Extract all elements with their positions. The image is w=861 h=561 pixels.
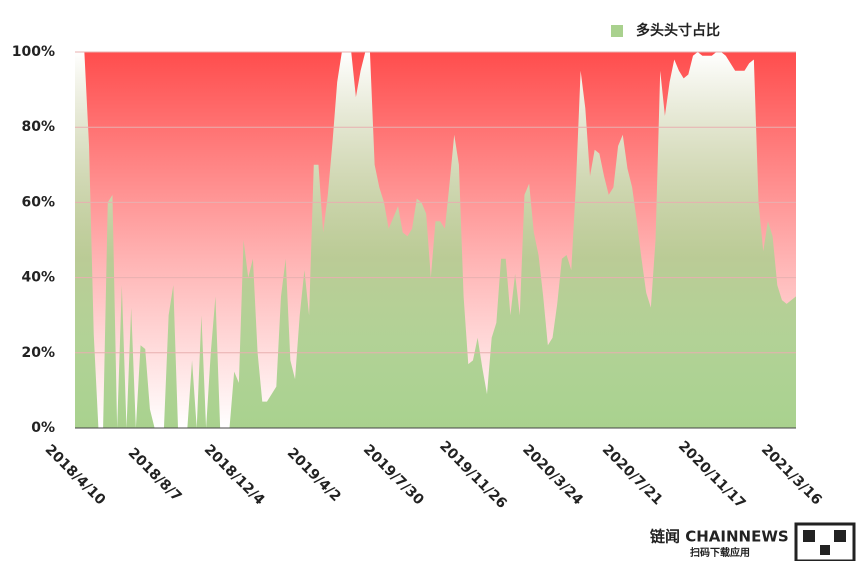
brand-name: 链闻 CHAINNEWS: [650, 528, 789, 546]
qr-block: [803, 530, 815, 542]
x-tick-label: 2020/11/17: [675, 438, 749, 512]
y-tick-label: 20%: [21, 345, 55, 361]
qr-code: [794, 522, 856, 561]
x-tick-label: 2019/7/30: [360, 442, 427, 509]
y-tick-label: 60%: [21, 194, 55, 210]
plot-area: [75, 51, 796, 429]
qr-block: [820, 545, 830, 555]
y-tick-label: 40%: [21, 270, 55, 286]
legend-swatch: [611, 25, 623, 37]
x-tick-label: 2018/4/10: [42, 442, 109, 509]
x-tick-label: 2021/3/16: [758, 442, 825, 509]
branding: 链闻 CHAINNEWS 扫码下载应用: [650, 522, 856, 561]
x-tick-label: 2019/4/2: [284, 445, 344, 505]
x-tick-label: 2018/12/4: [201, 442, 268, 509]
y-tick-label: 80%: [21, 119, 55, 135]
y-tick-label: 100%: [12, 44, 55, 60]
qr-block: [834, 530, 846, 542]
y-tick-label: 0%: [31, 420, 55, 436]
x-tick-label: 2018/8/7: [125, 445, 185, 505]
brand-tagline: 扫码下载应用: [690, 546, 750, 559]
area: [75, 52, 796, 428]
x-tick-label: 2020/3/24: [519, 442, 586, 509]
legend-label: 多头头寸占比: [636, 22, 720, 39]
x-tick-label: 2019/11/26: [436, 438, 510, 512]
x-tick-label: 2020/7/21: [599, 442, 666, 509]
